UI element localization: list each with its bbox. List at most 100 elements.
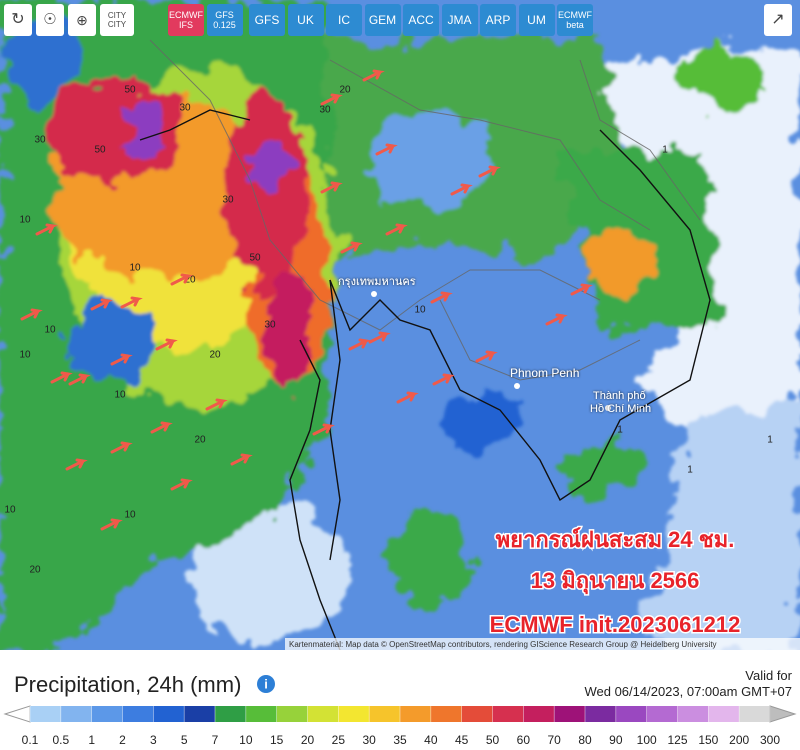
scale-label: 0.1 xyxy=(22,733,39,747)
wind-arrow xyxy=(320,181,343,194)
wind-arrow xyxy=(90,298,113,311)
borders xyxy=(149,39,701,381)
wind-arrow xyxy=(65,458,88,471)
contour-label: 1 xyxy=(617,425,623,436)
scale-swatch xyxy=(245,706,278,722)
wind-arrow xyxy=(368,331,391,344)
valid-time: Wed 06/14/2023, 07:00am GMT+07 xyxy=(584,684,792,699)
wind-arrow xyxy=(475,350,498,363)
model-name: ECMWF xyxy=(558,10,592,20)
model-button[interactable]: GEM xyxy=(364,4,401,36)
info-icon[interactable]: i xyxy=(256,674,276,694)
scale-swatch xyxy=(184,706,216,722)
scale-label: 300 xyxy=(760,733,780,747)
place-dot xyxy=(371,291,377,297)
zoom-button[interactable]: ⊕ xyxy=(68,4,96,36)
model-button[interactable]: JMA xyxy=(441,4,478,36)
scale-label: 1 xyxy=(88,733,95,747)
city-label: CITY xyxy=(107,11,127,20)
wind-arrow xyxy=(20,308,43,321)
scale-label: 20 xyxy=(301,733,315,747)
scale-swatch xyxy=(30,706,62,722)
scale-label: 45 xyxy=(455,733,469,747)
model-button[interactable]: ACC xyxy=(403,4,439,36)
scale-label: 5 xyxy=(181,733,188,747)
contour-label: 20 xyxy=(209,350,221,361)
model-button[interactable]: GFS xyxy=(249,4,285,36)
place-label: กรุงเทพมหานคร xyxy=(338,276,416,288)
coastline xyxy=(139,109,711,650)
model-sub: beta xyxy=(566,20,584,30)
overlay-text: พยากรณ์ฝนสะสม 24 ชม. xyxy=(496,527,735,552)
scale-label: 70 xyxy=(547,733,561,747)
place-label: Phnom Penh xyxy=(510,366,579,380)
scale-swatch xyxy=(215,706,247,722)
model-button[interactable]: IC xyxy=(326,4,362,36)
model-name: UM xyxy=(527,13,546,27)
attribution: Kartenmaterial: Map data © OpenStreetMap… xyxy=(289,640,717,649)
scale-label: 60 xyxy=(517,733,531,747)
contour-label: 10 xyxy=(44,325,56,336)
scale-swatch xyxy=(708,706,740,722)
wind-arrow xyxy=(312,423,335,436)
color-scale: 0.1 0.5 1 2 3 5 7 10 15 20 25 30 35 40 45 50 60 70 80 90 100… xyxy=(3,705,797,747)
scale-label: 7 xyxy=(212,733,219,747)
model-name: GFS xyxy=(254,13,280,27)
scale-swatch xyxy=(307,706,339,722)
model-name: ACC xyxy=(408,13,434,27)
wind-arrow xyxy=(340,241,363,254)
share-button[interactable]: ↗ xyxy=(764,4,792,36)
valid-label: Valid for xyxy=(745,668,792,683)
wind-arrow xyxy=(68,373,91,386)
model-name: IC xyxy=(338,13,350,27)
map: 50 30 30 50 10 30 10 20 50 30 10 20 10 10 20 10 20 10 30 20… xyxy=(0,0,800,650)
contour-label: 10 xyxy=(114,390,126,401)
scale-label: 90 xyxy=(609,733,623,747)
wind-arrow xyxy=(375,143,398,156)
contour-label: 10 xyxy=(4,505,16,516)
scale-label: 0.5 xyxy=(52,733,69,747)
model-name: GEM xyxy=(368,13,397,27)
wind-arrow xyxy=(570,283,593,296)
model-button[interactable]: UK xyxy=(287,4,324,36)
wind-arrow xyxy=(362,69,385,82)
scale-swatch xyxy=(554,706,586,722)
model-button[interactable]: ECMWF IFS xyxy=(168,4,204,36)
model-button[interactable]: UM xyxy=(518,4,555,36)
place-dot xyxy=(514,383,520,389)
scale-label: 3 xyxy=(150,733,157,747)
scale-label: 200 xyxy=(729,733,749,747)
scale-swatch xyxy=(430,706,463,722)
city-button[interactable]: CITY CITY xyxy=(100,4,134,36)
place-label: Hồ Chí Minh xyxy=(590,403,651,415)
scale-swatch xyxy=(91,706,123,722)
legend-title-text: Precipitation, 24h (mm) xyxy=(14,672,242,697)
contour-label: 1 xyxy=(767,435,773,446)
scale-swatch xyxy=(60,706,93,722)
wind-arrow xyxy=(348,338,371,351)
contour-label: 10 xyxy=(19,350,31,361)
contour-label: 10 xyxy=(129,263,141,274)
model-button[interactable]: ECMWF beta xyxy=(557,4,593,36)
wind-arrow xyxy=(396,391,419,404)
contour-label: 50 xyxy=(249,253,261,264)
contour-label: 20 xyxy=(184,275,196,286)
legend-title: Precipitation, 24h (mm) i xyxy=(14,672,276,698)
refresh-button[interactable]: ↻ xyxy=(4,4,32,36)
location-button[interactable]: ☉ xyxy=(36,4,64,36)
scale-swatch xyxy=(122,706,154,722)
wind-arrow xyxy=(450,183,473,196)
wind-arrow xyxy=(155,338,178,351)
contour-label: 1 xyxy=(687,465,693,476)
wind-arrow xyxy=(110,441,133,454)
scale-swatch xyxy=(646,706,678,722)
model-button[interactable]: GFS 0.125 xyxy=(206,4,243,36)
model-sub: IFS xyxy=(178,20,193,30)
model-name: UK xyxy=(297,13,314,27)
model-name: ECMWF xyxy=(169,10,203,20)
scale-swatch xyxy=(153,706,185,722)
scale-high-arrow xyxy=(769,705,797,723)
scale-label: 2 xyxy=(119,733,126,747)
model-button[interactable]: ARP xyxy=(480,4,516,36)
contour-label: 50 xyxy=(94,145,106,156)
